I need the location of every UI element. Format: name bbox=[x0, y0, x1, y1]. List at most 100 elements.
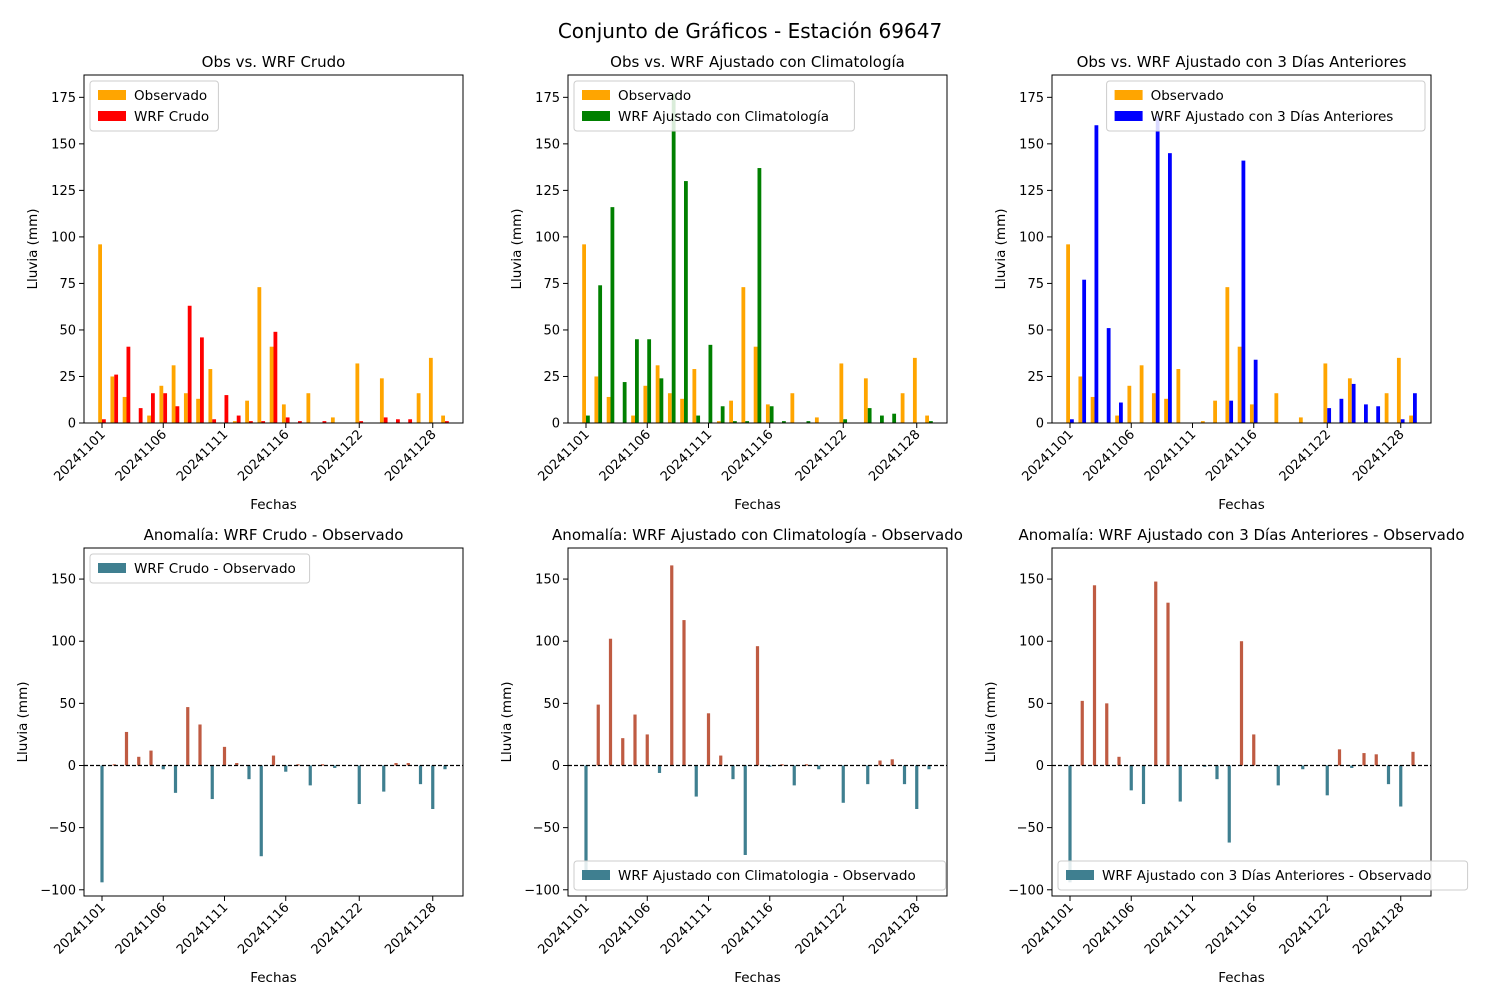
bar-observado bbox=[1298, 417, 1303, 423]
bar-observado bbox=[379, 378, 384, 423]
x-tick-label: 20241106 bbox=[1081, 900, 1138, 957]
legend-box bbox=[573, 860, 947, 891]
legend: WRF Ajustado con 3 Días Anteriores - Obs… bbox=[1057, 860, 1469, 891]
legend-label: WRF Ajustado con 3 Días Anteriores - Obs… bbox=[1102, 868, 1431, 884]
y-tick-label: 0 bbox=[1036, 759, 1044, 774]
legend: WRF Crudo - Observado bbox=[89, 553, 311, 584]
bar-observado bbox=[839, 363, 844, 423]
bar-observado bbox=[208, 369, 213, 423]
chart-title: Anomalía: WRF Crudo - Observado bbox=[144, 526, 404, 544]
anomaly-bar bbox=[284, 765, 288, 772]
bar-observado bbox=[306, 393, 311, 423]
bar-wrf bbox=[224, 395, 229, 423]
chart-panel-2: Obs vs. WRF Ajustado con Climatología 0 25… bbox=[509, 53, 948, 513]
anomaly-bar bbox=[841, 765, 845, 803]
anomaly-bar bbox=[271, 755, 276, 766]
bar-observado bbox=[900, 393, 905, 423]
chart-panel-5: Anomalía: WRF Ajustado con Climatología … bbox=[499, 526, 963, 986]
anomaly-bar bbox=[1386, 765, 1391, 785]
x-tick-label: 20241111 bbox=[1142, 900, 1199, 957]
x-axis-label: Fechas bbox=[1218, 497, 1265, 513]
bar-observado bbox=[912, 357, 917, 423]
y-tick-label: 125 bbox=[51, 184, 76, 199]
anomaly-bar bbox=[1117, 756, 1121, 766]
x-tick-label: 20241106 bbox=[597, 427, 654, 484]
x-axis-label: Fechas bbox=[734, 497, 781, 513]
x-axis-label: Fechas bbox=[734, 970, 781, 986]
bar-wrf bbox=[622, 382, 627, 423]
y-tick-label: 100 bbox=[51, 635, 76, 650]
bar-observado bbox=[1151, 393, 1156, 423]
anomaly-bar bbox=[670, 565, 674, 766]
x-tick-label: 20241111 bbox=[174, 900, 231, 957]
bar-observado bbox=[790, 393, 795, 423]
bar-observado bbox=[631, 415, 635, 423]
bar-wrf bbox=[1376, 406, 1381, 423]
x-tick-label: 20241128 bbox=[382, 427, 439, 484]
bar-wrf bbox=[1094, 125, 1099, 424]
legend: Observado WRF Crudo bbox=[89, 80, 219, 132]
x-tick-label: 20241122 bbox=[793, 900, 850, 957]
anomaly-bar bbox=[112, 764, 116, 766]
y-tick-label: −100 bbox=[524, 883, 560, 898]
anomaly-bar bbox=[1068, 765, 1072, 883]
x-tick-label: 20241116 bbox=[235, 900, 292, 957]
bar-observado bbox=[196, 398, 200, 423]
x-tick-label: 20241101 bbox=[535, 900, 592, 957]
x-tick-label: 20241101 bbox=[51, 900, 108, 957]
bar-observado bbox=[925, 415, 929, 423]
bar-wrf bbox=[1070, 419, 1074, 423]
x-tick-label: 20241116 bbox=[1203, 900, 1260, 957]
y-tick-label: 50 bbox=[1027, 323, 1044, 338]
x-tick-label: 20241128 bbox=[382, 900, 439, 957]
x-tick-label: 20241101 bbox=[51, 427, 108, 484]
bar-wrf bbox=[187, 305, 192, 423]
bar-wrf bbox=[708, 344, 713, 423]
legend-swatch bbox=[98, 90, 126, 100]
y-tick-label: 150 bbox=[1019, 573, 1044, 588]
legend-label: Observado bbox=[1151, 88, 1224, 104]
bar-observado bbox=[814, 417, 819, 423]
bar-observado bbox=[183, 393, 188, 423]
anomaly-bar bbox=[902, 765, 907, 785]
bar-observado bbox=[655, 365, 660, 423]
bar-wrf bbox=[684, 181, 688, 423]
chart-title: Anomalía: WRF Ajustado con 3 Días Anteri… bbox=[1018, 526, 1464, 544]
anomaly-bar bbox=[333, 765, 337, 768]
y-tick-label: 150 bbox=[51, 137, 76, 152]
anomaly-bar bbox=[633, 714, 637, 766]
x-tick-label: 20241106 bbox=[1081, 427, 1138, 484]
anomaly-bar bbox=[394, 763, 398, 766]
y-tick-label: 25 bbox=[59, 370, 76, 385]
bar-wrf bbox=[1168, 153, 1172, 423]
anomaly-bar bbox=[682, 620, 686, 766]
anomaly-bar bbox=[1374, 754, 1378, 766]
bar-wrf bbox=[151, 393, 155, 423]
bar-wrf bbox=[408, 419, 413, 423]
anomaly-bar bbox=[694, 765, 698, 797]
bar-wrf bbox=[769, 406, 774, 423]
bar-wrf bbox=[1327, 408, 1332, 423]
chart-title: Obs vs. WRF Ajustado con Climatología bbox=[610, 53, 905, 71]
anomaly-bar bbox=[357, 765, 361, 805]
x-axis-label: Fechas bbox=[250, 497, 297, 513]
anomaly-bar bbox=[124, 731, 129, 766]
bar-observado bbox=[171, 365, 176, 423]
legend: Observado WRF Ajustado con Climatología bbox=[573, 80, 855, 132]
y-tick-label: 75 bbox=[1027, 277, 1044, 292]
y-tick-label: 25 bbox=[543, 370, 560, 385]
y-tick-label: 175 bbox=[1019, 91, 1044, 106]
anomaly-bar bbox=[596, 704, 600, 766]
chart-panel-6: Anomalía: WRF Ajustado con 3 Días Anteri… bbox=[983, 526, 1469, 986]
bar-wrf bbox=[249, 421, 253, 423]
x-tick-label: 20241111 bbox=[1142, 427, 1199, 484]
y-tick-label: 175 bbox=[51, 91, 76, 106]
bar-observado bbox=[667, 393, 672, 423]
legend-swatch bbox=[1114, 90, 1143, 100]
bar-observado bbox=[729, 400, 733, 423]
chart-title: Obs vs. WRF Ajustado con 3 Días Anterior… bbox=[1077, 53, 1407, 71]
y-tick-label: −50 bbox=[1017, 821, 1044, 836]
anomaly-bar bbox=[222, 746, 227, 766]
legend-swatch bbox=[582, 90, 610, 100]
